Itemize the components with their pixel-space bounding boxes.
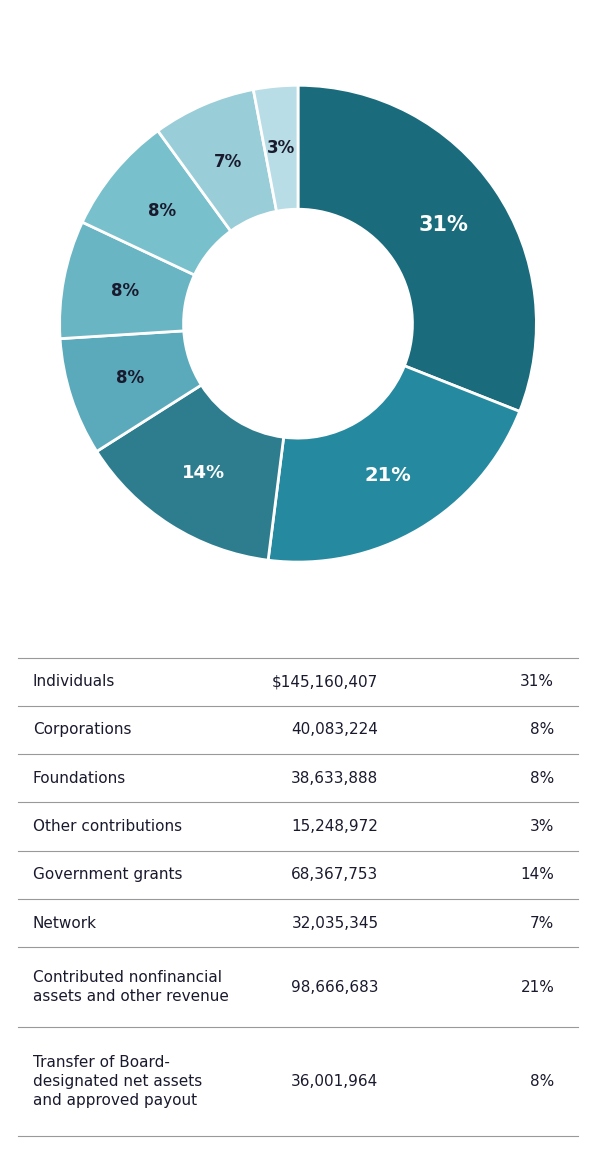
- Text: Transfer of Board-
designated net assets
and approved payout: Transfer of Board- designated net assets…: [33, 1054, 202, 1107]
- Text: 31%: 31%: [520, 674, 554, 689]
- Text: 14%: 14%: [182, 464, 225, 482]
- Text: 32,035,345: 32,035,345: [291, 916, 378, 931]
- Text: 38,633,888: 38,633,888: [291, 771, 378, 786]
- Text: 8%: 8%: [111, 282, 139, 299]
- Text: 8%: 8%: [530, 1074, 554, 1089]
- Wedge shape: [82, 131, 231, 275]
- Wedge shape: [253, 86, 298, 212]
- Wedge shape: [298, 86, 536, 412]
- Text: $145,160,407: $145,160,407: [272, 674, 378, 689]
- Text: Corporations: Corporations: [33, 722, 131, 738]
- Text: 40,083,224: 40,083,224: [291, 722, 378, 738]
- Text: 36,001,964: 36,001,964: [291, 1074, 378, 1089]
- Text: Other contributions: Other contributions: [33, 820, 182, 835]
- Text: 7%: 7%: [214, 153, 242, 171]
- Wedge shape: [97, 385, 284, 561]
- Text: 14%: 14%: [520, 867, 554, 882]
- Text: 7%: 7%: [530, 916, 554, 931]
- Wedge shape: [60, 222, 194, 339]
- Text: 31%: 31%: [419, 215, 469, 235]
- Wedge shape: [268, 365, 520, 562]
- Text: 8%: 8%: [530, 771, 554, 786]
- Text: Contributed nonfinancial
assets and other revenue: Contributed nonfinancial assets and othe…: [33, 970, 229, 1005]
- Text: 98,666,683: 98,666,683: [291, 979, 378, 994]
- Text: Network: Network: [33, 916, 97, 931]
- Text: 3%: 3%: [267, 139, 296, 157]
- Text: Government grants: Government grants: [33, 867, 182, 882]
- Text: 3%: 3%: [530, 820, 554, 835]
- Text: 15,248,972: 15,248,972: [291, 820, 378, 835]
- Text: 68,367,753: 68,367,753: [291, 867, 378, 882]
- Text: 21%: 21%: [520, 979, 554, 994]
- Wedge shape: [60, 331, 201, 452]
- Text: 8%: 8%: [148, 202, 176, 221]
- Text: 8%: 8%: [116, 369, 144, 387]
- Text: Foundations: Foundations: [33, 771, 126, 786]
- Text: 8%: 8%: [530, 722, 554, 738]
- Text: Individuals: Individuals: [33, 674, 115, 689]
- Text: 21%: 21%: [364, 466, 411, 486]
- Wedge shape: [158, 89, 277, 231]
